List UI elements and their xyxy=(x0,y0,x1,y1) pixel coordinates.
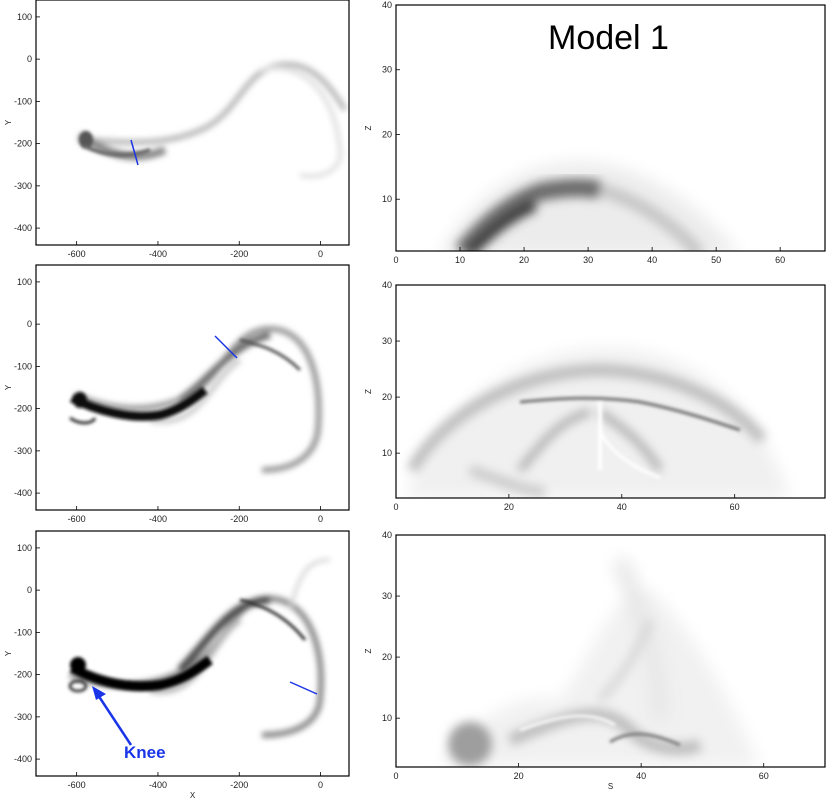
left-bottom-xtick-label: -600 xyxy=(68,780,86,790)
left-bottom-cut-line xyxy=(289,681,318,695)
right-top-panel: Model 1 0 10 20 30 40 50 60 10 20 30 40 Z xyxy=(364,0,826,265)
left-middle-ytick-label: 0 xyxy=(27,319,32,329)
left-top-xtick-label: -400 xyxy=(149,249,167,259)
right-middle-ytick-label: 40 xyxy=(382,280,392,290)
right-middle-frame xyxy=(395,284,826,499)
left-middle-ylabel: Y xyxy=(4,384,13,390)
left-middle-xtick-label: -400 xyxy=(149,514,167,524)
left-top-panel: -600 -400 -200 0 100 0 -100 -200 -300 -400 Y xyxy=(4,0,350,259)
right-top-ytick-label: 30 xyxy=(382,65,392,75)
right-middle-panel: 0 20 40 60 10 20 30 40 Z xyxy=(364,280,826,512)
right-top-xtick-label: 0 xyxy=(393,255,398,265)
left-top-ylabel: Y xyxy=(4,119,13,125)
left-middle-ytick-label: -300 xyxy=(14,446,32,456)
left-top-xtick-label: -200 xyxy=(230,249,248,259)
left-bottom-xtick-label: -200 xyxy=(230,780,248,790)
right-top-ytick-label: 20 xyxy=(382,129,392,139)
right-top-xtick-label: 60 xyxy=(775,255,785,265)
left-middle-xtick-label: -600 xyxy=(68,514,86,524)
right-top-xtick-label: 50 xyxy=(711,255,721,265)
left-bottom-density-map xyxy=(68,558,331,738)
left-top-ytick-label: 100 xyxy=(17,12,32,22)
left-top-ytick-label: -400 xyxy=(14,223,32,233)
left-top-ytick-label: -300 xyxy=(14,181,32,191)
left-middle-ytick-label: -100 xyxy=(14,361,32,371)
right-middle-xtick-label: 20 xyxy=(504,502,514,512)
left-top-cut-line xyxy=(130,139,139,166)
right-bottom-xtick-label: 0 xyxy=(393,771,398,781)
right-top-xtick-label: 20 xyxy=(519,255,529,265)
right-top-ytick-label: 40 xyxy=(382,0,392,10)
left-top-frame xyxy=(35,0,350,246)
left-top-xtick-label: 0 xyxy=(318,249,323,259)
left-bottom-xlabel: X xyxy=(190,791,196,800)
right-middle-ytick-label: 30 xyxy=(382,336,392,346)
right-middle-xtick-label: 0 xyxy=(393,502,398,512)
left-bottom-xtick-label: 0 xyxy=(318,780,323,790)
right-top-ylabel: Z xyxy=(364,125,373,130)
left-middle-cut-line xyxy=(214,335,238,359)
right-bottom-ytick-label: 10 xyxy=(382,713,392,723)
right-middle-xtick-label: 40 xyxy=(617,502,627,512)
knee-annotation: Knee xyxy=(124,743,166,762)
left-bottom-frame xyxy=(35,530,350,777)
left-top-ytick-label: -200 xyxy=(14,139,32,149)
left-top-density-map xyxy=(77,61,348,179)
left-bottom-ylabel: Y xyxy=(4,650,13,656)
right-bottom-ytick-label: 40 xyxy=(382,530,392,540)
right-bottom-section-map xyxy=(440,557,760,767)
right-bottom-ytick-label: 20 xyxy=(382,652,392,662)
right-top-frame xyxy=(395,4,826,252)
right-bottom-ytick-label: 30 xyxy=(382,591,392,601)
left-bottom-ytick-label: 0 xyxy=(27,585,32,595)
knee-arrow-head xyxy=(92,686,106,700)
right-bottom-frame xyxy=(395,534,826,768)
left-bottom-ytick-label: -200 xyxy=(14,670,32,680)
right-bottom-panel: 0 20 40 60 10 20 30 40 Z S xyxy=(364,530,826,791)
left-bottom-ytick-label: -300 xyxy=(14,712,32,722)
left-bottom-ytick-label: -100 xyxy=(14,627,32,637)
right-top-xtick-label: 40 xyxy=(647,255,657,265)
left-middle-ytick-label: -400 xyxy=(14,488,32,498)
right-bottom-ylabel: Z xyxy=(364,648,373,653)
left-bottom-panel: Knee -600 -400 -200 0 100 0 -100 -200 -300 -400 Y X xyxy=(4,530,350,800)
left-bottom-ytick-label: -400 xyxy=(14,754,32,764)
left-middle-density-map xyxy=(69,325,322,473)
left-bottom-xtick-label: -400 xyxy=(149,780,167,790)
left-middle-ytick-label: 100 xyxy=(17,277,32,287)
right-bottom-xtick-label: 60 xyxy=(759,771,769,781)
left-top-ytick-label: 0 xyxy=(27,54,32,64)
right-middle-ytick-label: 20 xyxy=(382,392,392,402)
figure-title: Model 1 xyxy=(548,19,669,57)
knee-arrow-shaft xyxy=(96,694,133,746)
right-top-ytick-label: 10 xyxy=(382,194,392,204)
left-middle-frame xyxy=(35,264,350,511)
right-top-xtick-label: 30 xyxy=(583,255,593,265)
left-middle-panel: -600 -400 -200 0 100 0 -100 -200 -300 -400 Y xyxy=(4,264,350,524)
left-top-ytick-label: -100 xyxy=(14,96,32,106)
left-middle-xtick-label: 0 xyxy=(318,514,323,524)
right-bottom-xtick-label: 40 xyxy=(636,771,646,781)
right-bottom-xlabel: S xyxy=(608,782,613,791)
right-bottom-xtick-label: 20 xyxy=(514,771,524,781)
left-middle-ytick-label: -200 xyxy=(14,404,32,414)
right-middle-xtick-label: 60 xyxy=(730,502,740,512)
left-middle-xtick-label: -200 xyxy=(230,514,248,524)
left-bottom-ytick-label: 100 xyxy=(17,543,32,553)
right-middle-ylabel: Z xyxy=(364,389,373,394)
right-middle-section-map xyxy=(405,348,790,498)
right-top-xtick-label: 10 xyxy=(455,255,465,265)
right-middle-ytick-label: 10 xyxy=(382,448,392,458)
left-top-xtick-label: -600 xyxy=(68,249,86,259)
right-top-section-map xyxy=(442,161,737,251)
